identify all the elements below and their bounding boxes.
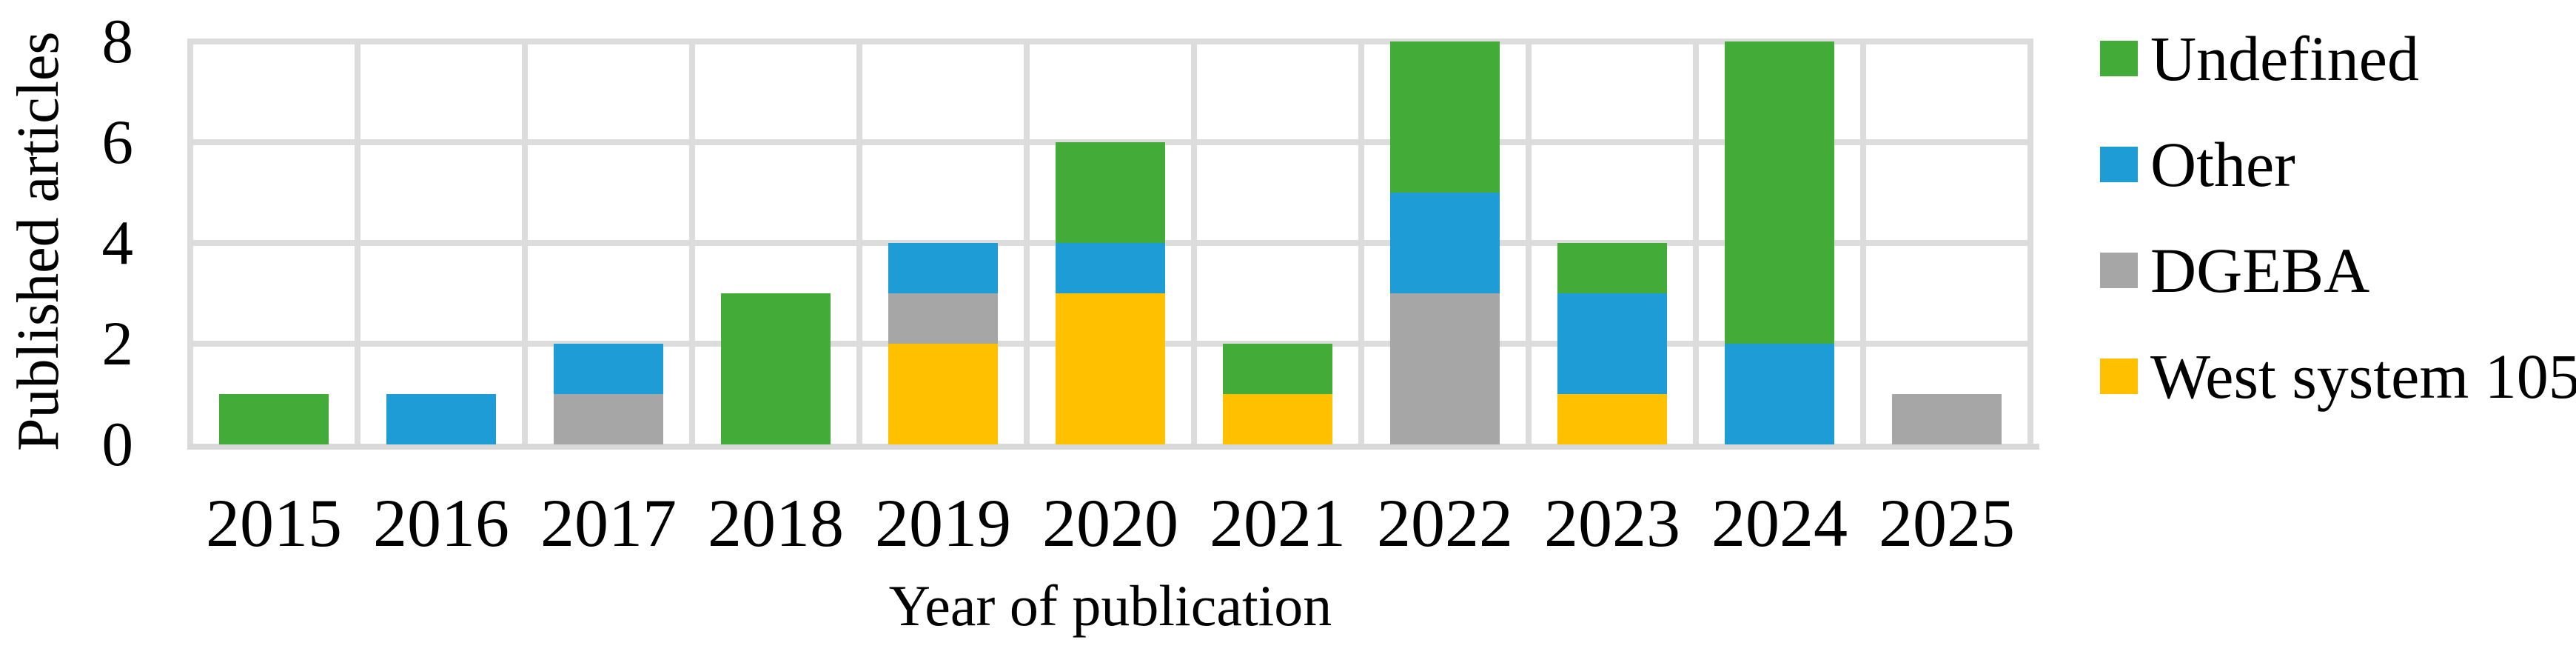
legend-label-west-system-105: West system 105: [2150, 341, 2576, 412]
bar-segment-2023-west-system-105: [1557, 394, 1667, 444]
x-tick-label-2021: 2021: [1210, 485, 1346, 561]
legend-color-swatch-other-icon: [2100, 147, 2138, 182]
bar-segment-2022-other: [1390, 193, 1500, 293]
y-tick-label-4: 4: [101, 208, 134, 278]
legend-label-undefined: Undefined: [2150, 23, 2419, 94]
bar-segment-2017-other: [554, 344, 663, 394]
legend-label-other: Other: [2150, 129, 2295, 200]
bar-segment-2021-west-system-105: [1223, 394, 1332, 444]
legend-item-other: Other: [2100, 127, 2295, 201]
x-tick-label-2020: 2020: [1042, 485, 1178, 561]
y-tick-label-8: 8: [101, 7, 134, 76]
x-tick-label-2017: 2017: [540, 485, 677, 561]
x-tick-label-2024: 2024: [1711, 485, 1848, 561]
x-tick-label-2018: 2018: [708, 485, 844, 561]
bar-segment-2021-undefined: [1223, 344, 1332, 394]
bar-segment-2024-undefined: [1725, 41, 1834, 344]
x-tick-label-2015: 2015: [206, 485, 342, 561]
bar-segment-2024-other: [1725, 344, 1834, 444]
legend-item-west-system-105: West system 105: [2100, 339, 2576, 413]
legend-item-undefined: Undefined: [2100, 21, 2419, 96]
bar-segment-2017-dgeba: [554, 394, 663, 444]
x-tick-label-2025: 2025: [1879, 485, 2015, 561]
bar-segment-2020-other: [1056, 243, 1165, 293]
bar-segment-2025-dgeba: [1892, 394, 2002, 444]
legend-item-dgeba: DGEBA: [2100, 233, 2369, 307]
legend-color-swatch-west-system-105-icon: [2100, 359, 2138, 394]
y-tick-label-6: 6: [101, 107, 134, 177]
bar-segment-2023-undefined: [1557, 243, 1667, 293]
plot-area: [187, 39, 2039, 450]
bar-segment-2020-undefined: [1056, 142, 1165, 243]
bar-segment-2022-dgeba: [1390, 293, 1500, 444]
bar-segment-2018-undefined: [721, 293, 831, 444]
bar-segment-2023-other: [1557, 293, 1667, 394]
bar-segment-2016-other: [386, 394, 496, 444]
y-tick-label-2: 2: [101, 309, 134, 379]
bar-segment-2022-undefined: [1390, 41, 1500, 193]
bar-segment-2015-undefined: [219, 394, 329, 444]
x-tick-label-2016: 2016: [373, 485, 509, 561]
x-tick-label-2022: 2022: [1377, 485, 1513, 561]
bar-segment-2020-west-system-105: [1056, 293, 1165, 444]
x-axis-title: Year of publication: [888, 573, 1332, 638]
x-axis-line: [187, 444, 2039, 450]
bar-segment-2019-dgeba: [888, 293, 998, 344]
legend: Undefined Other DGEBA West system 105: [2100, 0, 2576, 459]
legend-label-dgeba: DGEBA: [2150, 235, 2370, 306]
legend-color-swatch-undefined-icon: [2100, 41, 2138, 76]
x-tick-label-2023: 2023: [1544, 485, 1680, 561]
legend-color-swatch-dgeba-icon: [2100, 253, 2138, 288]
gridline-horizontal-8: [187, 39, 2033, 44]
x-tick-label-2019: 2019: [875, 485, 1011, 561]
bar-segment-2019-west-system-105: [888, 344, 998, 444]
y-tick-label-0: 0: [101, 410, 134, 479]
bar-segment-2019-other: [888, 243, 998, 293]
